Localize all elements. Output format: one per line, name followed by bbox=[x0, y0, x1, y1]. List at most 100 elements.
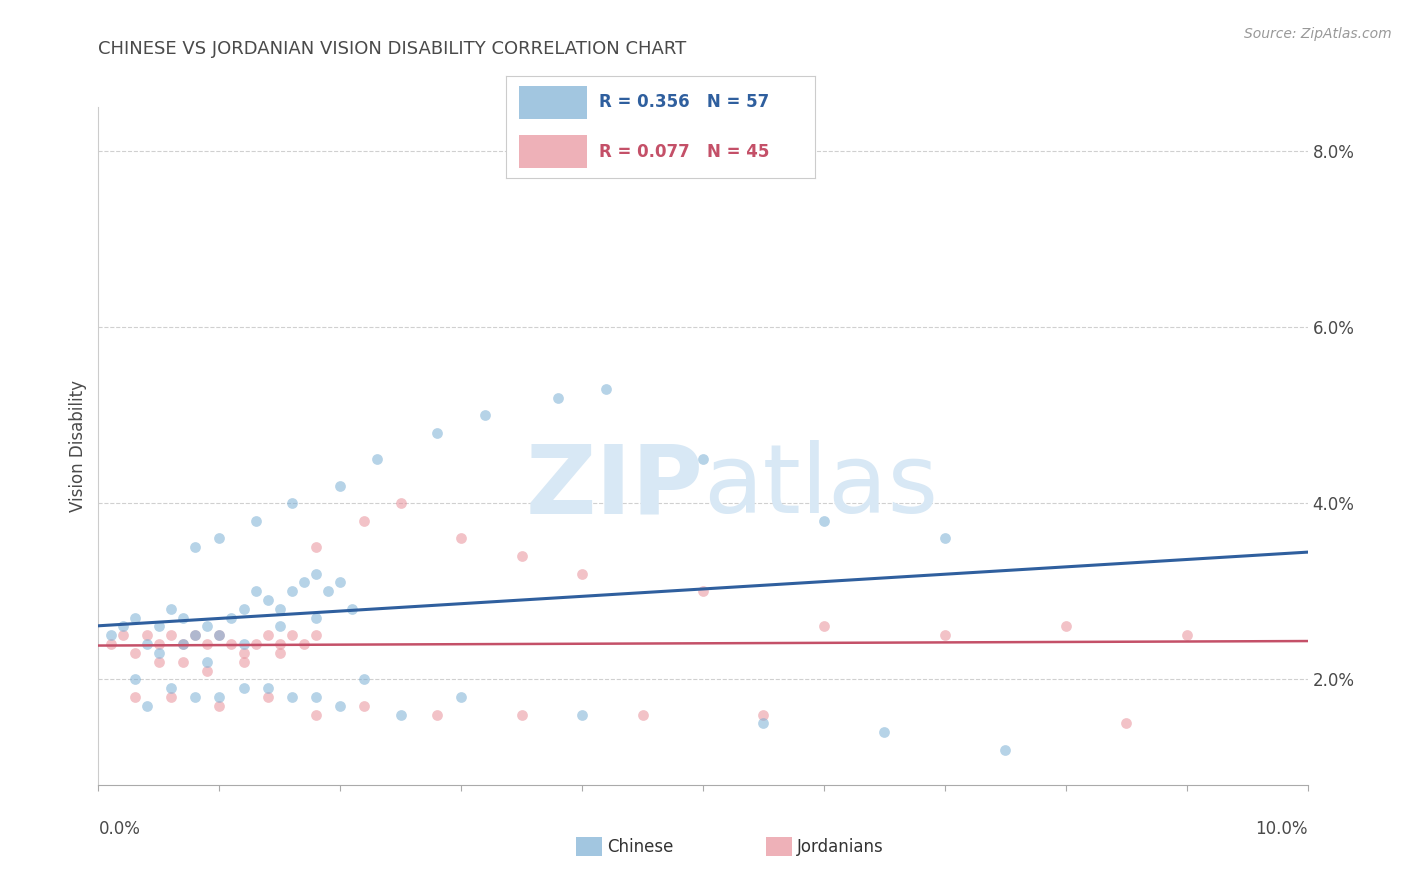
Point bbox=[111, 628, 134, 642]
Point bbox=[281, 496, 304, 510]
Point bbox=[269, 646, 291, 660]
Point bbox=[184, 690, 207, 704]
Point bbox=[256, 681, 278, 695]
Text: 10.0%: 10.0% bbox=[1256, 820, 1308, 838]
Point bbox=[148, 637, 170, 651]
Point bbox=[305, 610, 328, 624]
Point bbox=[184, 628, 207, 642]
Point bbox=[124, 673, 146, 687]
Point bbox=[305, 707, 328, 722]
Point bbox=[389, 707, 412, 722]
Point bbox=[281, 690, 304, 704]
Point bbox=[305, 690, 328, 704]
Point bbox=[232, 637, 254, 651]
Point bbox=[292, 575, 315, 590]
Point bbox=[135, 698, 157, 713]
Point bbox=[353, 698, 375, 713]
Point bbox=[135, 637, 157, 651]
Point bbox=[160, 690, 183, 704]
Point bbox=[474, 408, 496, 422]
Point bbox=[172, 655, 194, 669]
Text: atlas: atlas bbox=[703, 440, 938, 533]
Point bbox=[195, 637, 218, 651]
Text: Source: ZipAtlas.com: Source: ZipAtlas.com bbox=[1244, 27, 1392, 41]
Point bbox=[208, 628, 231, 642]
Point bbox=[426, 425, 449, 440]
Point bbox=[135, 628, 157, 642]
Point bbox=[547, 391, 569, 405]
Point bbox=[269, 619, 291, 633]
Point bbox=[160, 681, 183, 695]
Point bbox=[813, 514, 835, 528]
Point bbox=[232, 646, 254, 660]
Text: R = 0.356   N = 57: R = 0.356 N = 57 bbox=[599, 94, 769, 112]
Point bbox=[571, 566, 593, 581]
Point bbox=[148, 619, 170, 633]
Point bbox=[172, 637, 194, 651]
Point bbox=[232, 681, 254, 695]
Point bbox=[329, 478, 352, 492]
Point bbox=[208, 628, 231, 642]
Point bbox=[389, 496, 412, 510]
Point bbox=[1175, 628, 1198, 642]
Point bbox=[148, 646, 170, 660]
Point bbox=[353, 514, 375, 528]
Point bbox=[305, 628, 328, 642]
Point bbox=[208, 698, 231, 713]
Point bbox=[184, 541, 207, 555]
Point bbox=[994, 743, 1017, 757]
Point bbox=[353, 673, 375, 687]
Point bbox=[256, 690, 278, 704]
Point bbox=[221, 637, 243, 651]
Point bbox=[172, 610, 194, 624]
Point bbox=[160, 602, 183, 616]
Point bbox=[124, 646, 146, 660]
Point bbox=[692, 584, 714, 599]
Point bbox=[752, 707, 775, 722]
Point bbox=[934, 532, 956, 546]
Y-axis label: Vision Disability: Vision Disability bbox=[69, 380, 87, 512]
Point bbox=[221, 610, 243, 624]
Bar bbox=[519, 136, 586, 168]
Bar bbox=[519, 87, 586, 119]
Point bbox=[172, 637, 194, 651]
Text: CHINESE VS JORDANIAN VISION DISABILITY CORRELATION CHART: CHINESE VS JORDANIAN VISION DISABILITY C… bbox=[98, 40, 686, 58]
Point bbox=[124, 610, 146, 624]
Point bbox=[208, 690, 231, 704]
Point bbox=[305, 566, 328, 581]
Point bbox=[366, 452, 388, 467]
Point bbox=[292, 637, 315, 651]
Point bbox=[1054, 619, 1077, 633]
Point bbox=[873, 725, 896, 739]
Point bbox=[510, 707, 533, 722]
Point bbox=[426, 707, 449, 722]
Point bbox=[329, 575, 352, 590]
Point bbox=[256, 593, 278, 607]
Text: Jordanians: Jordanians bbox=[797, 838, 884, 855]
Point bbox=[329, 698, 352, 713]
Point bbox=[195, 655, 218, 669]
Text: R = 0.077   N = 45: R = 0.077 N = 45 bbox=[599, 143, 769, 161]
Point bbox=[631, 707, 654, 722]
Point bbox=[450, 532, 472, 546]
Point bbox=[269, 637, 291, 651]
Point bbox=[571, 707, 593, 722]
Point bbox=[111, 619, 134, 633]
Point bbox=[752, 716, 775, 731]
Point bbox=[245, 584, 267, 599]
Point bbox=[100, 628, 122, 642]
Point bbox=[510, 549, 533, 563]
Point bbox=[232, 655, 254, 669]
Point bbox=[256, 628, 278, 642]
Point bbox=[195, 619, 218, 633]
Text: Chinese: Chinese bbox=[607, 838, 673, 855]
Point bbox=[245, 514, 267, 528]
Point bbox=[100, 637, 122, 651]
Text: 0.0%: 0.0% bbox=[98, 820, 141, 838]
Point bbox=[124, 690, 146, 704]
Point bbox=[450, 690, 472, 704]
Text: ZIP: ZIP bbox=[524, 440, 703, 533]
Point bbox=[342, 602, 364, 616]
Point bbox=[269, 602, 291, 616]
Point bbox=[813, 619, 835, 633]
